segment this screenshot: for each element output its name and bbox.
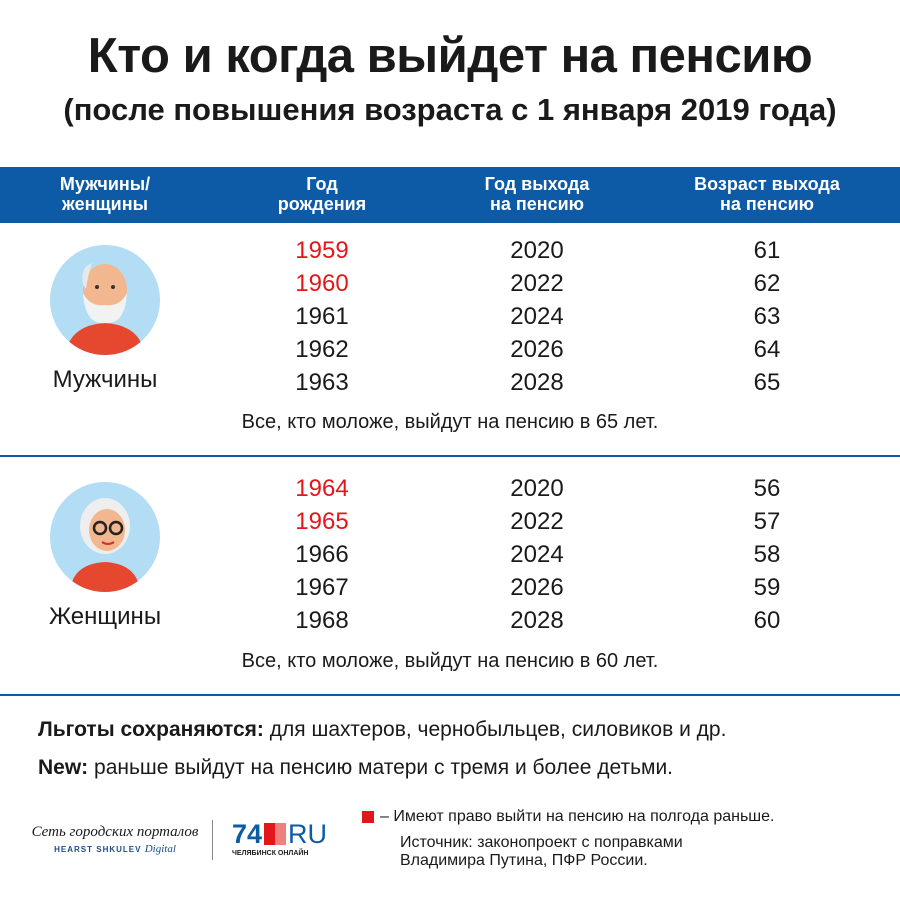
woman-avatar-icon	[50, 482, 160, 592]
new-bold: New:	[38, 756, 89, 779]
women-retire-year-cell: 2028	[510, 607, 564, 634]
digital-text: Digital	[144, 843, 176, 855]
column-header-retire-year: Год выхода на пенсию	[427, 174, 647, 214]
women-age-cell: 56	[753, 475, 781, 502]
network-logo-text: Сеть городских порталов	[31, 824, 199, 840]
women-birth-cell: 1964	[295, 475, 349, 502]
benefits-line: Льготы сохраняются: для шахтеров, черноб…	[38, 718, 726, 742]
men-retire-year-cell: 2022	[510, 270, 564, 297]
men-birth-cell: 1963	[295, 369, 349, 396]
network-logo: Сеть городских порталов HEARST SHKULEV D…	[30, 824, 200, 855]
women-retire-year-cell: 2022	[510, 508, 564, 535]
new-line: New: раньше выйдут на пенсию матери с тр…	[38, 756, 673, 780]
source-line-2: Владимира Путина, ПФР России.	[400, 852, 648, 869]
women-age-cell: 58	[753, 541, 781, 568]
legend-red-square-icon	[362, 811, 374, 823]
men-age-cell: 64	[753, 336, 781, 363]
header-line: женщины	[62, 194, 148, 214]
men-birth-cell: 1961	[295, 303, 349, 330]
site-logo-square-icon	[264, 823, 287, 845]
column-header-birth-year: Год рождения	[212, 174, 432, 214]
header-line: на пенсию	[489, 194, 585, 214]
section-divider	[0, 455, 900, 457]
new-text: раньше выйдут на пенсию матери с тремя и…	[88, 756, 674, 779]
man-avatar-icon	[50, 245, 160, 355]
women-retire-year-cell: 2020	[510, 475, 564, 502]
men-age-cell: 61	[753, 237, 781, 264]
site-logo-ru: RU	[288, 819, 328, 849]
header-line: Возраст выхода	[694, 174, 840, 194]
page-subtitle: (после повышения возраста с 1 января 201…	[63, 92, 837, 127]
page-title: Кто и когда выйдет на пенсию	[87, 29, 813, 83]
source-line-1: Источник: законопроект с поправками	[400, 834, 683, 851]
benefits-text: для шахтеров, чернобыльцев, силовиков и …	[263, 718, 727, 741]
women-age-cell: 60	[753, 607, 781, 634]
men-retire-year-cell: 2026	[510, 336, 564, 363]
women-birth-cell: 1967	[295, 574, 349, 601]
site-logo-num: 74	[232, 819, 263, 849]
hearst-text: HEARST SHKULEV	[54, 845, 142, 854]
header-line: Год выхода	[484, 174, 590, 194]
legend-text: – Имеют право выйти на пенсию на полгода…	[380, 808, 775, 825]
men-retire-year-cell: 2020	[510, 237, 564, 264]
logo-divider	[212, 820, 213, 860]
women-age-cell: 57	[753, 508, 781, 535]
site-logo-city: ЧЕЛЯБИНСК ОНЛАЙН	[232, 850, 309, 857]
men-retire-year-cell: 2028	[510, 369, 564, 396]
women-birth-cell: 1966	[295, 541, 349, 568]
men-label: Мужчины	[52, 366, 158, 393]
women-note: Все, кто моложе, выйдут на пенсию в 60 л…	[241, 650, 659, 672]
header-line: рождения	[277, 194, 367, 214]
men-birth-cell: 1959	[295, 237, 349, 264]
women-birth-cell: 1965	[295, 508, 349, 535]
women-label: Женщины	[48, 603, 162, 630]
table-header: Мужчины/женщины Год рождения Год выхода на…	[0, 167, 900, 223]
header-line: Мужчины/	[59, 174, 151, 194]
men-age-cell: 63	[753, 303, 781, 330]
men-note: Все, кто моложе, выйдут на пенсию в 65 л…	[241, 411, 659, 433]
column-header-gender: Мужчины/женщины	[0, 174, 215, 214]
benefits-bold: Льготы сохраняются:	[38, 718, 264, 741]
men-birth-cell: 1962	[295, 336, 349, 363]
site-logo: 74 RU ЧЕЛЯБИНСК ОНЛАЙН	[232, 820, 327, 857]
column-header-retire-age: Возраст выхода на пенсию	[657, 174, 877, 214]
header-line: Год	[306, 174, 338, 194]
women-retire-year-cell: 2024	[510, 541, 564, 568]
men-age-cell: 65	[753, 369, 781, 396]
women-retire-year-cell: 2026	[510, 574, 564, 601]
women-age-cell: 59	[753, 574, 781, 601]
women-birth-cell: 1968	[295, 607, 349, 634]
men-age-cell: 62	[753, 270, 781, 297]
header-line: на пенсию	[719, 194, 815, 214]
men-birth-cell: 1960	[295, 270, 349, 297]
section-divider	[0, 694, 900, 696]
men-retire-year-cell: 2024	[510, 303, 564, 330]
